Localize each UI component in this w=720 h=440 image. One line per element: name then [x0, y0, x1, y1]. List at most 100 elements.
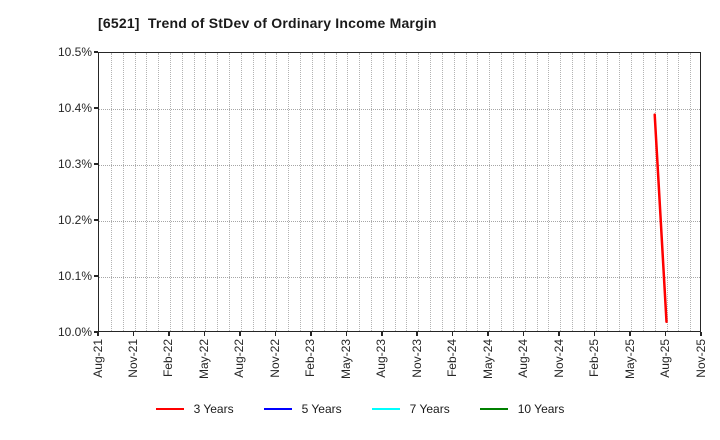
vertical-gridline	[512, 53, 514, 331]
legend-swatch	[155, 408, 184, 410]
x-tick-mark	[451, 332, 454, 336]
plot-area	[98, 52, 701, 332]
vertical-gridline	[359, 53, 361, 331]
vertical-gridline	[631, 53, 633, 331]
chart-title: [6521] Trend of StDev of Ordinary Income…	[98, 15, 437, 31]
x-tick-mark	[274, 332, 277, 336]
series-line-3-years	[653, 113, 668, 324]
y-tick-label: 10.4%	[57, 101, 92, 115]
vertical-gridline	[642, 53, 644, 331]
legend: 3 Years 5 Years 7 Years 10 Years	[0, 402, 720, 416]
x-tick-label: Nov-25	[693, 339, 708, 378]
y-tick-label: 10.0%	[57, 325, 92, 339]
vertical-gridline	[134, 53, 136, 331]
x-tick-mark	[132, 332, 135, 336]
x-tick-mark	[593, 332, 596, 336]
vertical-gridline	[146, 53, 148, 331]
vertical-gridline	[501, 53, 502, 331]
y-tick-mark	[94, 51, 98, 53]
vertical-gridline	[619, 53, 621, 331]
vertical-gridline	[240, 53, 242, 331]
y-tick-label: 10.3%	[57, 157, 92, 171]
legend-label: 7 Years	[409, 402, 450, 416]
horizontal-gridline	[99, 277, 700, 278]
legend-label: 10 Years	[517, 402, 565, 416]
vertical-gridline	[571, 53, 573, 331]
vertical-gridline	[323, 53, 325, 331]
vertical-gridline	[477, 53, 479, 331]
vertical-gridline	[300, 53, 301, 331]
vertical-gridline	[654, 53, 656, 331]
x-tick-label: Nov-22	[267, 339, 282, 378]
vertical-gridline	[536, 53, 538, 331]
y-tick-mark	[94, 219, 98, 221]
legend-label: 5 Years	[301, 402, 342, 416]
series-plot-svg	[653, 113, 668, 324]
vertical-gridline	[205, 53, 207, 331]
vertical-gridline	[406, 53, 408, 331]
vertical-gridline	[548, 53, 550, 331]
vertical-gridline	[252, 53, 254, 331]
vertical-gridline	[441, 53, 443, 331]
vertical-gridline	[217, 53, 219, 331]
vertical-gridline	[465, 53, 467, 331]
horizontal-gridline	[99, 221, 700, 222]
vertical-gridline	[524, 53, 526, 331]
y-tick-label: 10.2%	[57, 213, 92, 227]
vertical-gridline	[264, 53, 266, 331]
y-tick-mark	[94, 275, 98, 277]
x-tick-label: May-25	[622, 339, 637, 380]
vertical-gridline	[666, 53, 668, 331]
legend-item-7-years: 7 Years	[371, 402, 450, 416]
vertical-gridline	[276, 53, 278, 331]
x-tick-label: Nov-24	[551, 339, 566, 378]
y-tick-mark	[94, 107, 98, 109]
vertical-gridline	[607, 53, 609, 331]
vertical-gridline	[394, 53, 396, 331]
x-tick-label: Aug-23	[374, 339, 389, 378]
x-tick-mark	[203, 332, 206, 336]
vertical-gridline	[193, 53, 195, 331]
x-tick-label: Aug-24	[516, 339, 531, 378]
vertical-gridline	[181, 53, 183, 331]
x-tick-label: Feb-23	[303, 339, 318, 378]
vertical-gridline	[595, 53, 597, 331]
vertical-gridline	[335, 53, 337, 331]
vertical-gridline	[229, 53, 231, 331]
vertical-gridline	[560, 53, 562, 331]
x-tick-label: May-23	[338, 339, 353, 380]
x-tick-mark	[239, 332, 241, 336]
vertical-gridline	[453, 53, 455, 331]
vertical-gridline	[370, 53, 372, 331]
x-tick-mark	[700, 332, 702, 336]
x-tick-label: May-24	[480, 339, 495, 380]
x-tick-mark	[487, 332, 489, 336]
vertical-gridline	[288, 53, 290, 331]
x-tick-mark	[168, 332, 170, 336]
vertical-gridline	[678, 53, 680, 331]
x-tick-label: Nov-21	[125, 339, 140, 378]
legend-swatch	[479, 408, 508, 410]
vertical-gridline	[382, 53, 384, 331]
legend-swatch	[263, 408, 292, 410]
x-tick-label: Feb-22	[161, 339, 176, 378]
x-tick-mark	[522, 332, 525, 336]
legend-swatch	[371, 408, 400, 410]
legend-item-5-years: 5 Years	[263, 402, 342, 416]
vertical-gridline	[169, 53, 171, 331]
vertical-gridline	[489, 53, 491, 331]
x-tick-label: Nov-23	[409, 339, 424, 378]
x-tick-mark	[310, 332, 312, 336]
legend-item-10-years: 10 Years	[479, 402, 565, 416]
x-tick-label: Aug-22	[232, 339, 247, 378]
x-tick-mark	[558, 332, 560, 336]
x-tick-mark	[629, 332, 631, 336]
x-tick-label: May-22	[196, 339, 211, 380]
vertical-gridline	[110, 53, 112, 331]
y-tick-label: 10.5%	[57, 45, 92, 59]
vertical-gridline	[158, 53, 160, 331]
vertical-gridline	[418, 53, 420, 331]
x-tick-label: Feb-24	[445, 339, 460, 378]
vertical-gridline	[430, 53, 432, 331]
